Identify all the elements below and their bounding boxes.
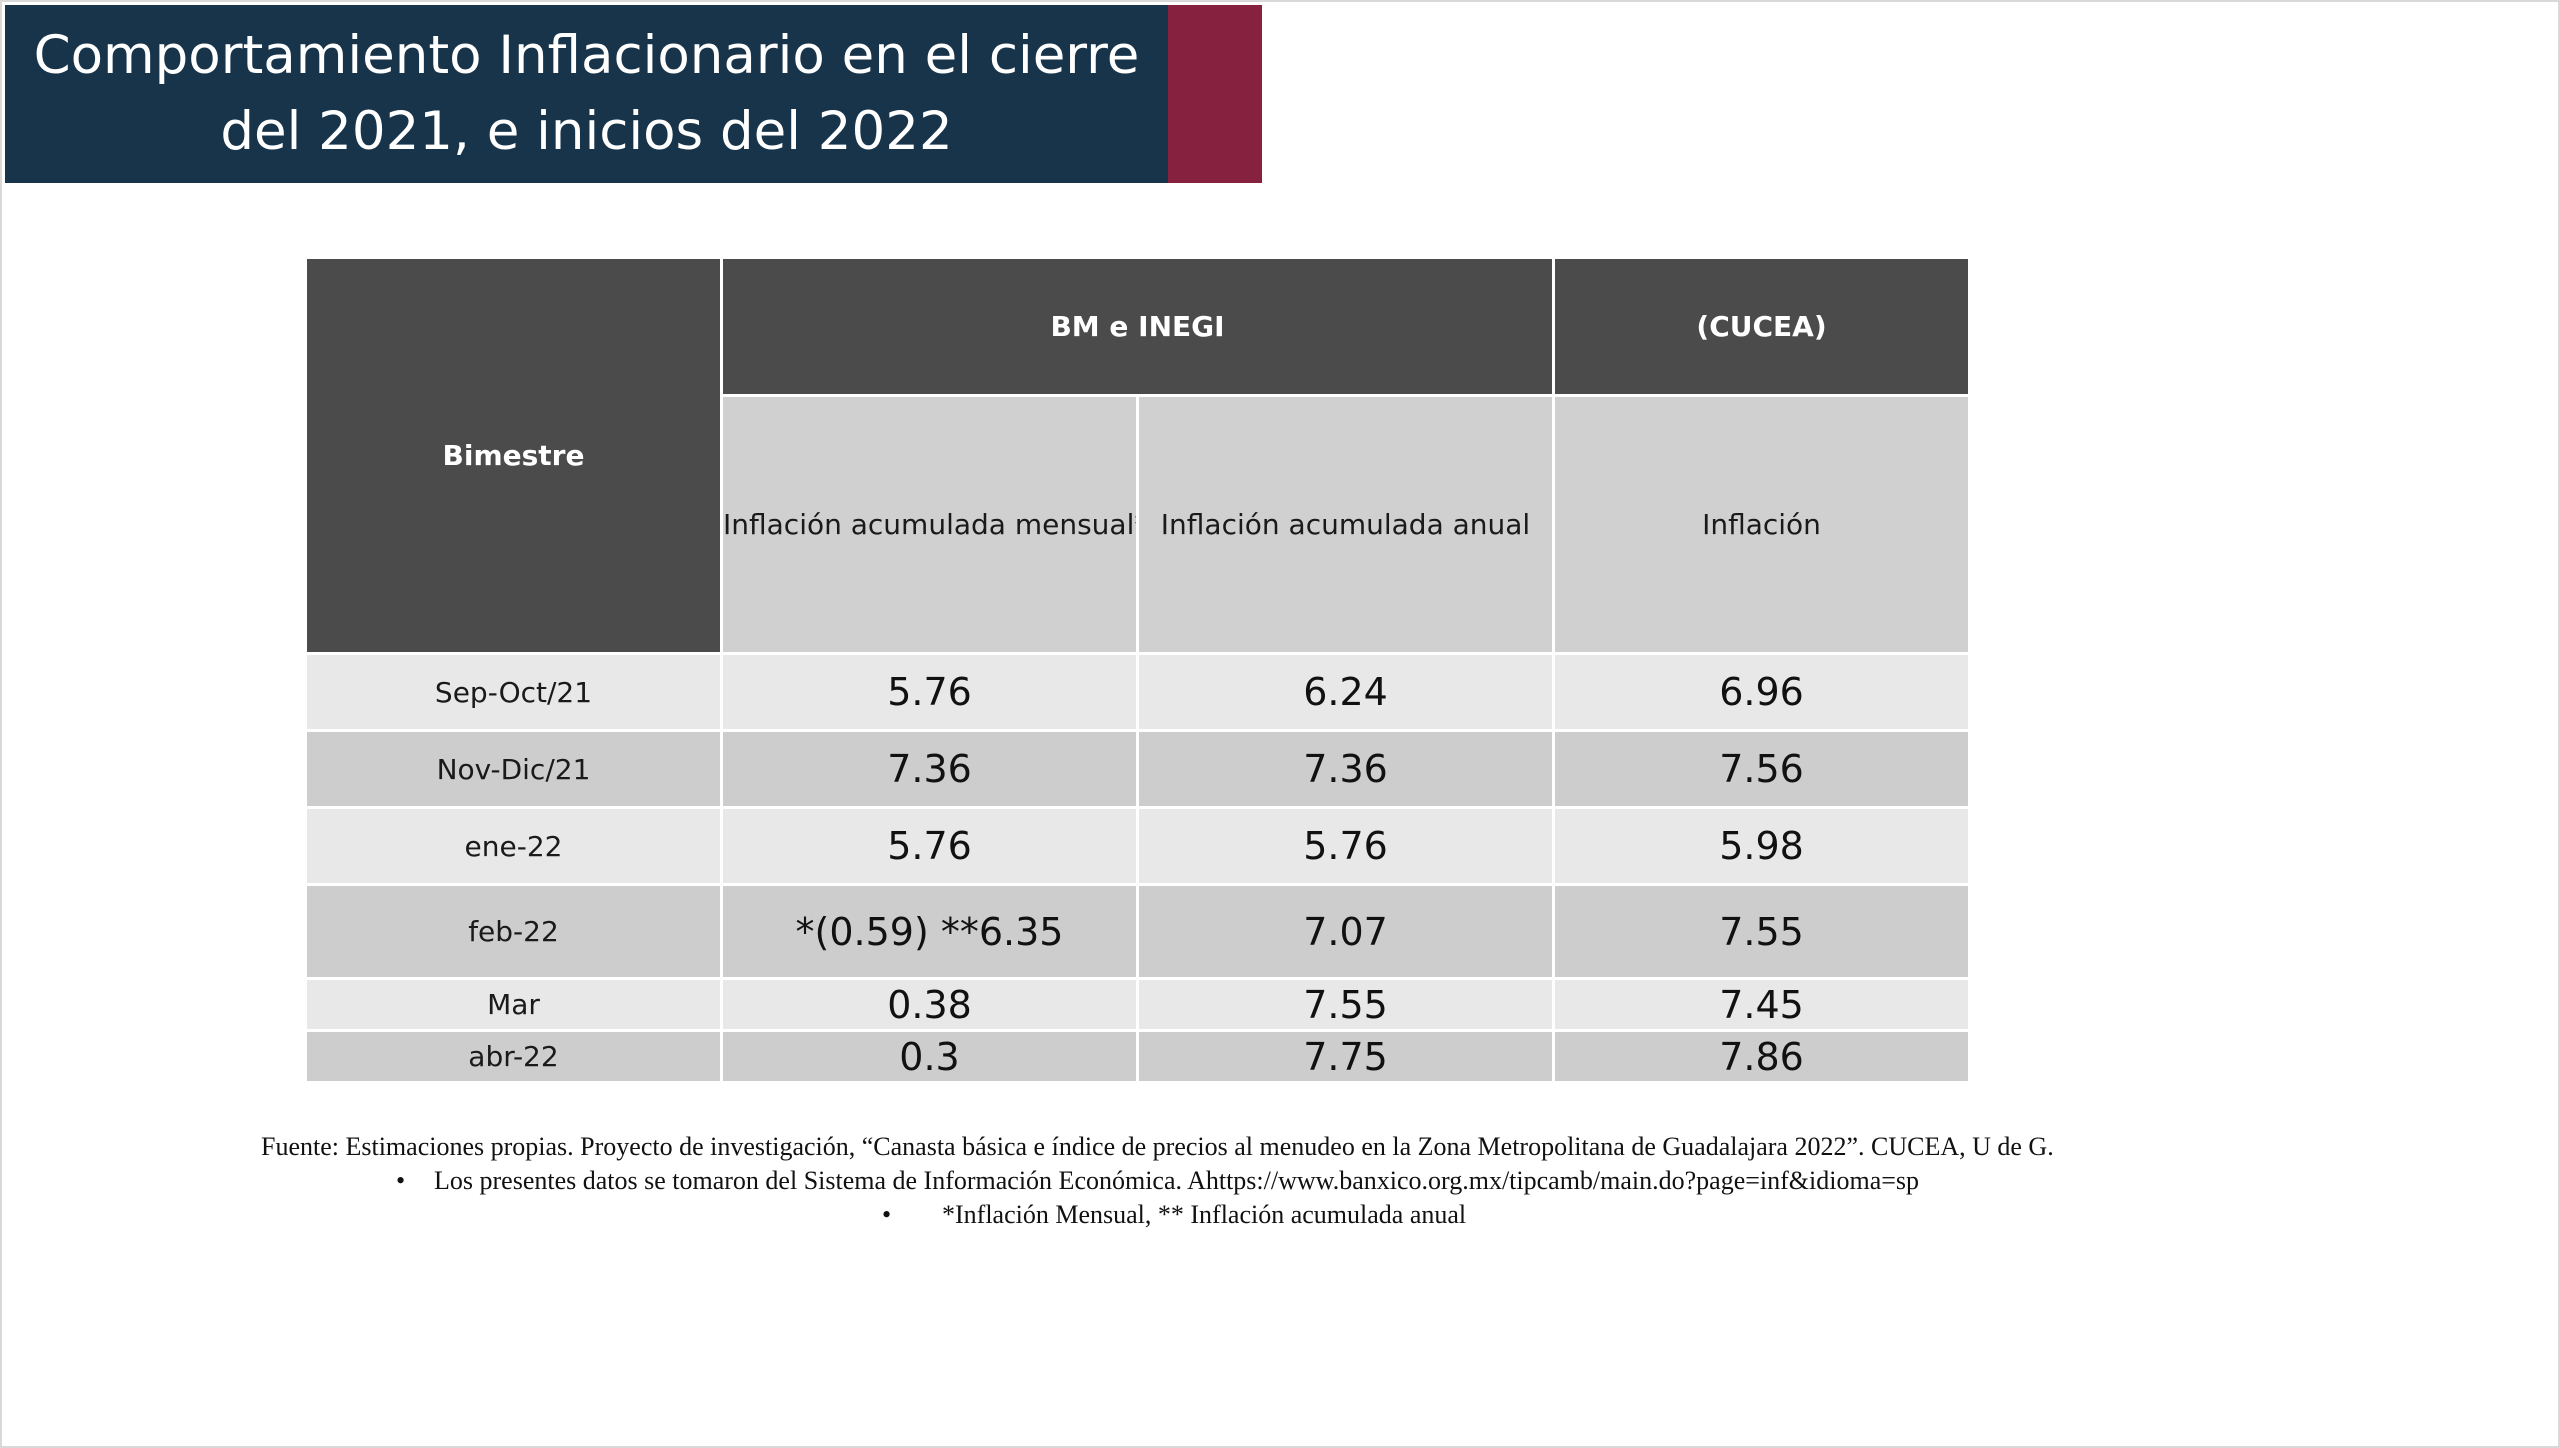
cell-bimestre: feb-22 xyxy=(304,883,723,980)
cell-anual: 7.36 xyxy=(1135,729,1556,809)
cell-mensual: *(0.59) **6.35 xyxy=(720,883,1139,980)
cell-anual: 7.07 xyxy=(1135,883,1556,980)
cell-bimestre: abr-22 xyxy=(304,1029,723,1084)
footnote-bullet-1: • Los presentes datos se tomaron del Sist… xyxy=(396,1164,1919,1198)
cell-mensual: 7.36 xyxy=(720,729,1139,809)
cell-bimestre: Sep-Oct/21 xyxy=(304,652,723,732)
cell-bimestre: ene-22 xyxy=(304,806,723,886)
cell-anual: 5.76 xyxy=(1135,806,1556,886)
inflation-table: Bimestre BM e INEGI (CUCEA) Inflación ac… xyxy=(304,256,1972,1084)
bullet-icon: • xyxy=(396,1166,406,1195)
table-row: abr-22 0.3 7.75 7.86 xyxy=(304,1029,1972,1084)
cell-mensual: 0.3 xyxy=(720,1029,1139,1084)
source-note: Fuente: Estimaciones propias. Proyecto d… xyxy=(261,1132,2054,1161)
cell-anual: 7.75 xyxy=(1135,1029,1556,1084)
bullet-icon: • xyxy=(882,1200,892,1229)
header-inflacion-anual: Inflación acumulada anual xyxy=(1135,394,1556,655)
cell-cucea: 7.56 xyxy=(1552,729,1972,809)
header-inflacion-cucea: Inflación xyxy=(1552,394,1972,655)
header-inflacion-mensual: Inflación acumulada mensual* xyxy=(720,394,1139,655)
cell-mensual: 0.38 xyxy=(720,977,1139,1032)
cell-cucea: 7.55 xyxy=(1552,883,1972,980)
title-banner: Comportamiento Inflacionario en el cierr… xyxy=(5,5,1168,183)
table-row: Sep-Oct/21 5.76 6.24 6.96 xyxy=(304,652,1972,732)
cell-cucea: 6.96 xyxy=(1552,652,1972,732)
cell-bimestre: Nov-Dic/21 xyxy=(304,729,723,809)
cell-mensual: 5.76 xyxy=(720,652,1139,732)
table-row: feb-22 *(0.59) **6.35 7.07 7.55 xyxy=(304,883,1972,980)
cell-cucea: 7.45 xyxy=(1552,977,1972,1032)
page-title: Comportamiento Inflacionario en el cierr… xyxy=(33,25,1140,162)
header-group-bm-inegi: BM e INEGI xyxy=(719,256,1556,397)
cell-bimestre: Mar xyxy=(304,977,723,1032)
footnote-text-1: Los presentes datos se tomaron del Siste… xyxy=(434,1166,1920,1195)
table-row: Mar 0.38 7.55 7.45 xyxy=(304,977,1972,1032)
title-accent-block xyxy=(1168,5,1262,183)
header-bimestre: Bimestre xyxy=(304,256,723,655)
footnote-text-2: *Inflación Mensual, ** Inflación acumula… xyxy=(942,1200,1467,1229)
header-group-cucea: (CUCEA) xyxy=(1552,256,1972,397)
cell-anual: 6.24 xyxy=(1135,652,1556,732)
cell-cucea: 7.86 xyxy=(1552,1029,1972,1084)
table-row: ene-22 5.76 5.76 5.98 xyxy=(304,806,1972,886)
footnote-bullet-2: • *Inflación Mensual, ** Inflación acumul… xyxy=(882,1198,1466,1232)
cell-anual: 7.55 xyxy=(1135,977,1556,1032)
cell-cucea: 5.98 xyxy=(1552,806,1972,886)
table-row: Nov-Dic/21 7.36 7.36 7.56 xyxy=(304,729,1972,809)
cell-mensual: 5.76 xyxy=(720,806,1139,886)
